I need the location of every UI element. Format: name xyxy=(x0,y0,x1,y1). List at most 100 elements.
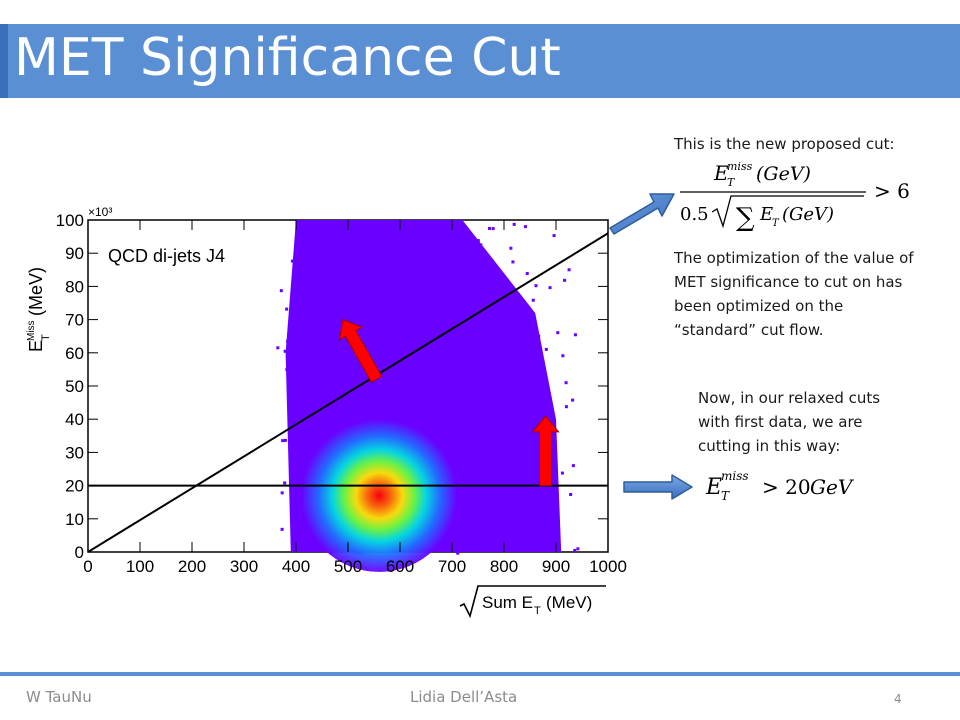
density-cell xyxy=(516,507,520,511)
met-heatmap-chart: 0 10 20 30 40 50 60 70 80 90 100 0 100 200 300 400 500 6… xyxy=(56,205,627,576)
x-tick-label: 0 xyxy=(83,557,92,576)
density-cell xyxy=(380,378,384,382)
density-cell xyxy=(333,415,337,419)
density-cell xyxy=(472,506,476,510)
title-accent xyxy=(0,24,8,98)
density-cell xyxy=(298,515,302,519)
density-cell xyxy=(474,263,478,267)
density-cell xyxy=(479,448,483,452)
density-cell xyxy=(426,347,430,351)
density-cell xyxy=(484,481,488,485)
density-cell xyxy=(420,356,424,360)
density-cell xyxy=(455,387,459,391)
density-cell xyxy=(500,393,504,397)
density-cell xyxy=(337,316,341,320)
density-cell xyxy=(457,256,461,260)
density-cell xyxy=(437,348,441,352)
density-cell xyxy=(390,240,394,244)
y-tick-label: 90 xyxy=(65,244,84,263)
density-cell xyxy=(479,496,483,500)
density-cell xyxy=(308,452,312,456)
svg-text:> 20: > 20 xyxy=(762,475,811,499)
optimization-line-1: The optimization of the value of xyxy=(674,249,914,267)
density-cell xyxy=(423,423,427,427)
svg-text:T: T xyxy=(40,334,52,341)
density-cell xyxy=(424,412,428,416)
density-cell xyxy=(511,260,515,264)
x-tick-label: 300 xyxy=(230,557,258,576)
density-cell xyxy=(305,308,309,312)
density-cell xyxy=(442,250,446,254)
optimization-line-3: been optimized on the xyxy=(674,297,844,315)
x-tick-label: 900 xyxy=(542,557,570,576)
density-cell xyxy=(296,478,300,482)
x-tick-label: 700 xyxy=(438,557,466,576)
density-cell xyxy=(552,234,556,238)
density-cell xyxy=(573,548,577,552)
density-cell xyxy=(303,308,307,312)
density-cell xyxy=(499,501,503,505)
density-cell xyxy=(509,537,513,541)
svg-text:∑: ∑ xyxy=(736,203,755,233)
y-tick-label: 40 xyxy=(65,410,84,429)
density-cell xyxy=(512,222,516,226)
density-cell xyxy=(525,496,529,500)
slide-title: MET Significance Cut xyxy=(14,28,561,88)
density-cell xyxy=(564,381,568,385)
density-cell xyxy=(446,545,450,549)
density-cell xyxy=(349,413,353,417)
density-cell xyxy=(353,361,357,365)
density-cell xyxy=(428,276,432,280)
svg-text:T: T xyxy=(727,176,736,189)
density-cell xyxy=(370,339,374,343)
density-cell xyxy=(571,398,575,402)
density-cell xyxy=(552,496,556,500)
svg-text:GeV: GeV xyxy=(810,475,855,499)
density-cell xyxy=(463,523,467,527)
density-cell xyxy=(391,325,395,329)
density-cell xyxy=(388,382,392,386)
density-cell xyxy=(515,456,519,460)
density-cell xyxy=(291,385,295,389)
density-cell xyxy=(491,409,495,413)
density-cell xyxy=(418,311,422,315)
x-tick-label: 800 xyxy=(490,557,518,576)
density-cell xyxy=(348,239,352,243)
density-cell xyxy=(281,439,285,443)
density-cell xyxy=(309,443,313,447)
density-cell xyxy=(561,354,565,358)
density-cell xyxy=(432,359,436,363)
svg-text:E: E xyxy=(759,204,773,225)
density-cell xyxy=(491,227,495,231)
density-cell xyxy=(571,464,575,468)
y-tick-label: 80 xyxy=(65,277,84,296)
density-cell xyxy=(327,313,331,317)
svg-text:Miss: Miss xyxy=(26,320,37,341)
density-cell xyxy=(506,388,510,392)
density-cell xyxy=(523,225,527,229)
y-ticks: 0 10 20 30 40 50 60 70 80 90 100 xyxy=(56,211,608,562)
y-tick-label: 50 xyxy=(65,377,84,396)
density-cell xyxy=(456,551,460,555)
density-cell xyxy=(569,492,573,496)
density-cell xyxy=(328,328,332,332)
density-cell xyxy=(513,348,517,352)
svg-text:> 6: > 6 xyxy=(874,179,910,203)
density-cell xyxy=(280,491,284,495)
density-cell xyxy=(444,390,448,394)
density-cell xyxy=(425,328,429,332)
cut-lines xyxy=(87,232,609,553)
density-cell xyxy=(573,333,577,337)
density-cell xyxy=(365,381,369,385)
density-cell xyxy=(556,331,560,335)
density-cell xyxy=(419,292,423,296)
cut-intro-text: This is the new proposed cut: xyxy=(674,135,895,153)
density-cell xyxy=(473,380,477,384)
x-tick-label: 100 xyxy=(126,557,154,576)
density-cell xyxy=(332,336,336,340)
density-cell xyxy=(464,395,468,399)
density-cell xyxy=(446,455,450,459)
density-cell xyxy=(468,516,472,520)
density-cell xyxy=(509,486,513,490)
density-cell xyxy=(326,257,330,261)
